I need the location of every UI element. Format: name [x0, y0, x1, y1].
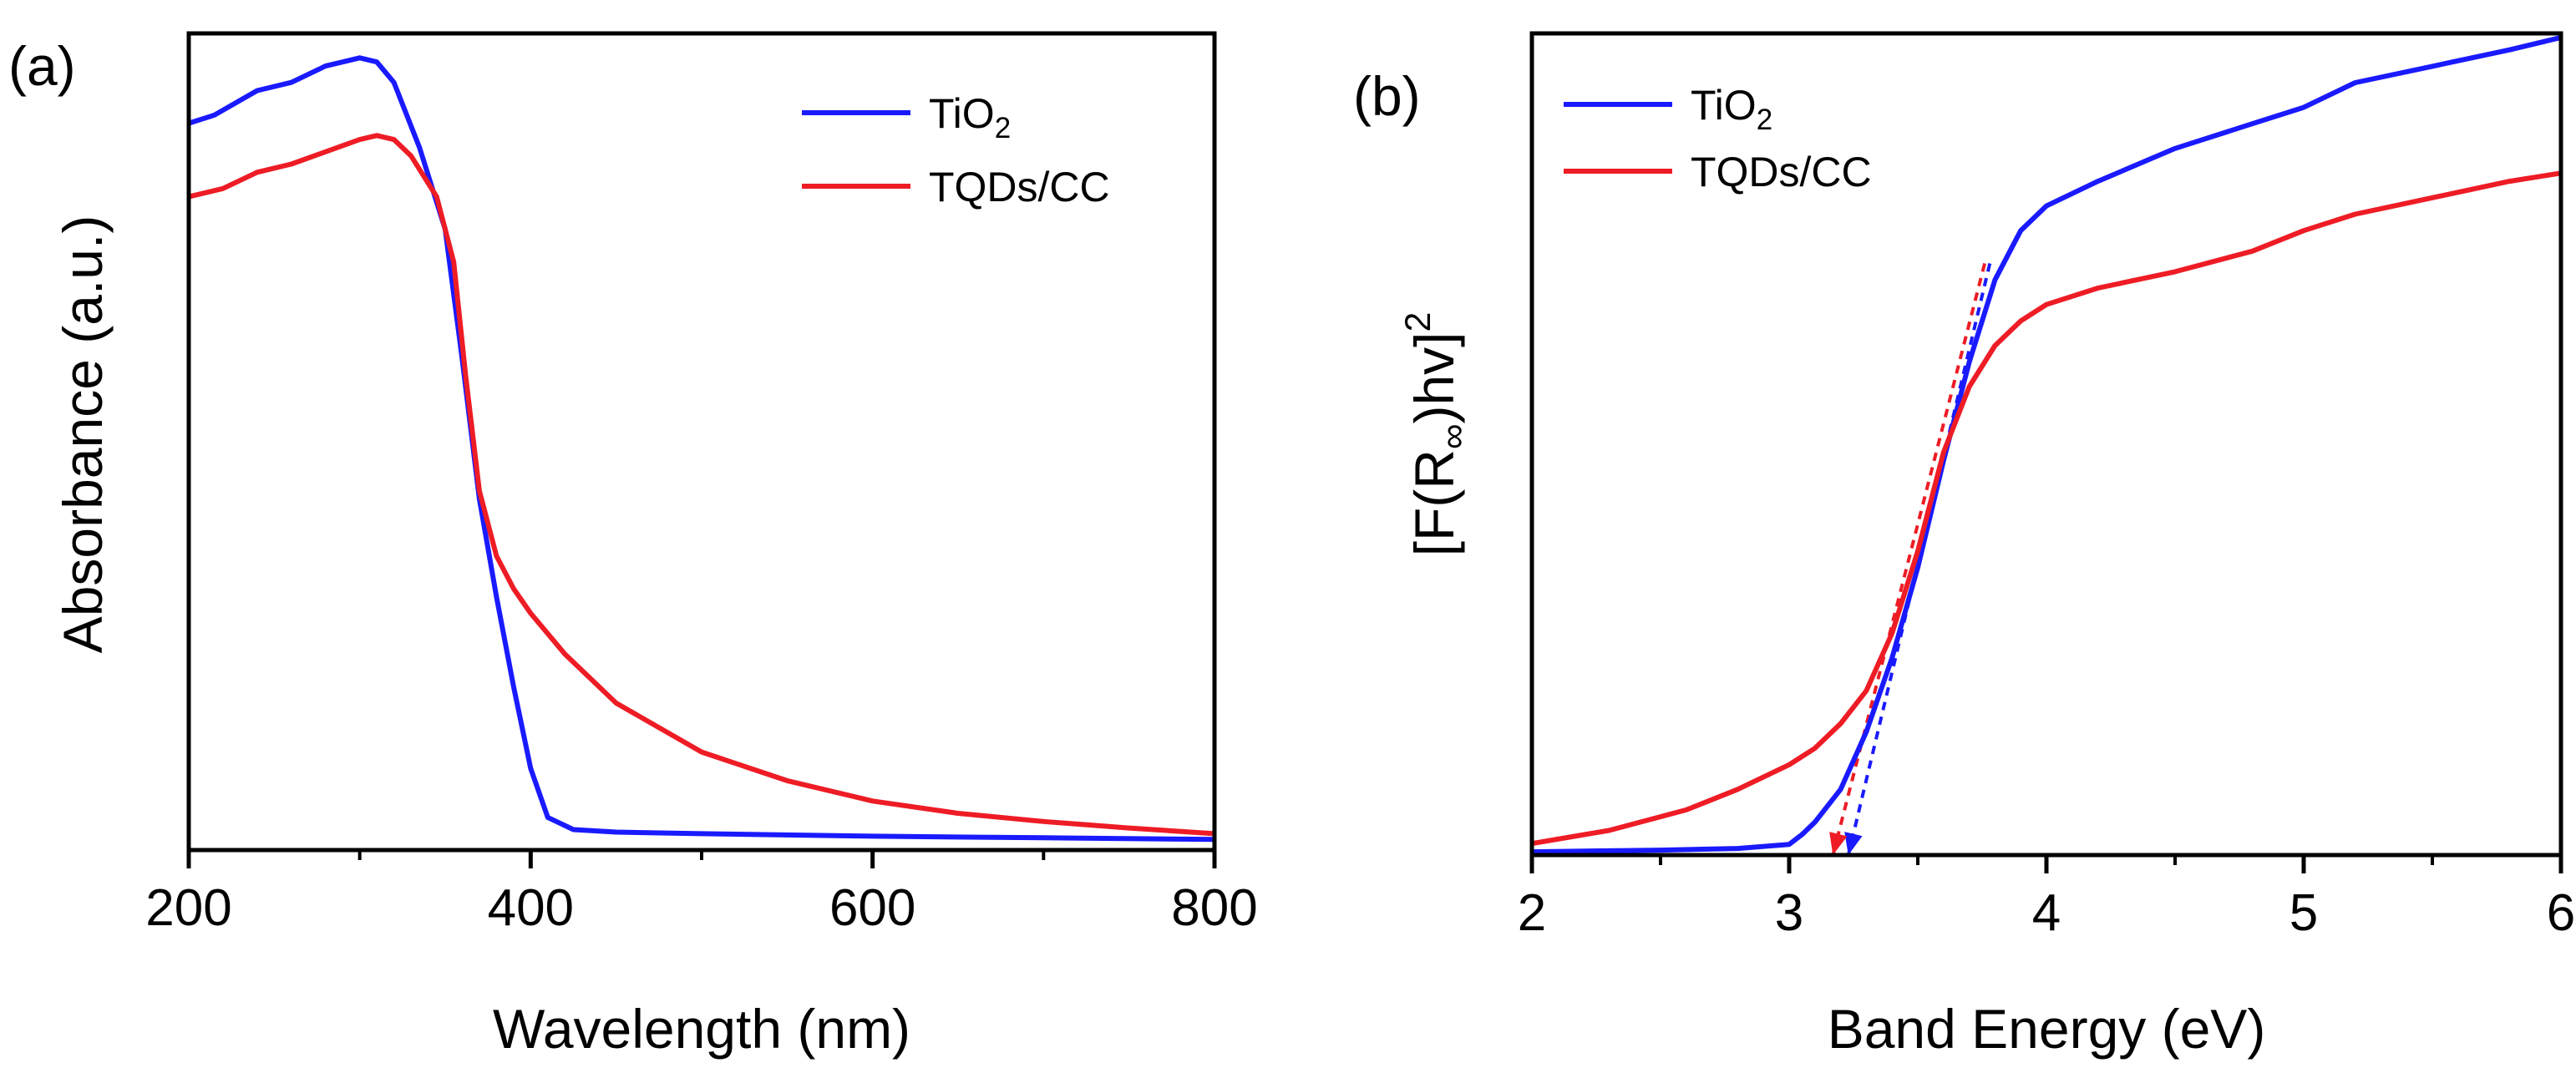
series-group-a: [188, 55, 1215, 843]
ticks-a: [186, 850, 1217, 868]
tick-labels-b: 2 3 4 5 6: [1518, 884, 2575, 942]
plot-frame-a: [186, 31, 1217, 853]
chart-b: (b) 2 3 4 5 6 Band Energy (eV) [F(R∞)hv]2 Ti…: [1353, 31, 2575, 1060]
x-axis-title-b: Band Energy (eV): [1828, 998, 2266, 1060]
y-axis-title-b: [F(R∞)hv]2: [1398, 312, 1473, 557]
x-tick-label: 5: [2289, 884, 2318, 942]
tangent-arrow-1: [1829, 832, 1848, 855]
legend-label: TiO2: [929, 90, 1011, 144]
x-tick-label: 2: [1518, 884, 1546, 942]
x-tick-label: 4: [2032, 884, 2061, 942]
plot-frame-b: [1529, 31, 2563, 858]
series-line-tqds-cc: [1531, 170, 2562, 847]
legend-a: TiO2 TQDs/CC: [802, 90, 1110, 210]
x-tick-label: 800: [1171, 879, 1257, 937]
legend-label: TQDs/CC: [929, 164, 1110, 210]
legend-b: TiO2 TQDs/CC: [1564, 82, 1872, 195]
series-line-tio2: [1531, 34, 2562, 855]
x-tick-label: 6: [2547, 884, 2575, 942]
series-group-b: [1531, 34, 2562, 855]
x-tick-label: 600: [829, 879, 915, 937]
tangent-arrow-0: [1844, 832, 1863, 855]
legend-label: TiO2: [1691, 82, 1772, 136]
panel-label-a: (a): [8, 35, 76, 97]
x-tick-label: 200: [145, 879, 231, 937]
y-axis-title-a: Absorbance (a.u.): [52, 215, 114, 654]
x-tick-label: 400: [488, 879, 574, 937]
tick-labels-a: 200 400 600 800: [145, 879, 1257, 937]
x-tick-label: 3: [1775, 884, 1803, 942]
series-line-tqds-cc: [188, 133, 1215, 837]
ticks-b: [1529, 855, 2563, 873]
chart-a: (a) 200 400 600 800 Wavelength (nm) Absorba…: [8, 31, 1258, 1060]
legend-label: TQDs/CC: [1691, 149, 1872, 195]
panel-label-b: (b): [1353, 65, 1421, 127]
tangent-line-1: [1831, 263, 1987, 856]
x-axis-title-a: Wavelength (nm): [493, 998, 910, 1060]
